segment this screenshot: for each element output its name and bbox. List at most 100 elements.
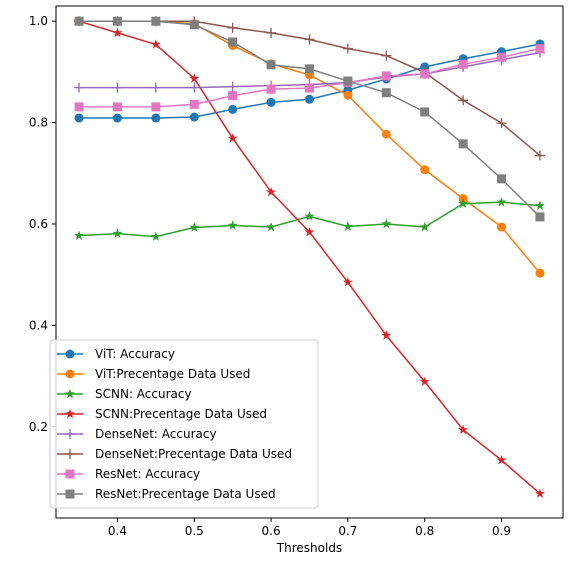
data-point [496, 455, 507, 465]
legend-item: ViT:Precentage Data Used [57, 367, 250, 381]
data-point [228, 91, 238, 101]
data-point [534, 150, 545, 161]
data-point [151, 16, 161, 26]
data-point [112, 16, 122, 26]
data-point [458, 198, 469, 208]
legend-item: ResNet:Precentage Data Used [57, 487, 276, 501]
legend-marker [65, 429, 75, 439]
data-point [343, 90, 353, 100]
y-tick-label: 0.2 [29, 420, 48, 434]
legend-label: ResNet: Accuracy [95, 467, 200, 481]
data-point [535, 212, 545, 222]
legend-label: DenseNet: Accuracy [95, 427, 217, 441]
data-point [535, 488, 545, 498]
data-point [228, 104, 238, 114]
x-axis-label: Thresholds [276, 541, 342, 555]
legend-marker [65, 469, 75, 479]
legend-item: ResNet: Accuracy [57, 467, 200, 481]
data-point [227, 220, 238, 230]
data-point [305, 64, 314, 74]
legend-label: DenseNet:Precentage Data Used [95, 447, 292, 461]
data-point [112, 102, 122, 112]
series-layer [74, 16, 545, 498]
legend-item: SCNN: Accuracy [57, 387, 192, 401]
data-point [227, 22, 238, 33]
data-point [112, 113, 122, 123]
data-point [496, 118, 507, 129]
y-tick-label: 0.8 [29, 116, 48, 130]
data-point [381, 218, 392, 229]
data-point [74, 82, 85, 93]
data-point [381, 129, 391, 139]
data-point [496, 196, 507, 207]
data-point [189, 222, 200, 232]
axes-layer: 0.4 0.5 0.6 0.7 0.8 0.9 0.2 0.4 0.6 0.8 1.0 Thresho… [29, 5, 564, 555]
y-tick-label: 0.6 [29, 217, 48, 231]
series-vit-precentage-data-used [74, 16, 545, 278]
legend-marker [65, 369, 75, 379]
legend-marker [65, 489, 75, 499]
x-tick-label: 0.6 [262, 524, 281, 538]
legend-item: SCNN:Precentage Data Used [57, 407, 267, 421]
legend-box [49, 339, 319, 509]
data-point [266, 84, 276, 94]
y-tick-label: 1.0 [29, 14, 48, 28]
data-point [420, 62, 430, 72]
data-point [419, 221, 430, 232]
data-point [342, 221, 353, 231]
data-point [458, 424, 469, 434]
data-point [458, 59, 468, 69]
data-point [458, 139, 468, 149]
legend-label: ViT:Precentage Data Used [95, 367, 250, 381]
data-point [497, 222, 507, 232]
legend-item: DenseNet: Accuracy [57, 427, 217, 441]
data-point [304, 211, 315, 221]
data-point [535, 44, 545, 54]
legend-item: ViT: Accuracy [57, 347, 175, 361]
x-tick-label: 0.4 [108, 524, 127, 538]
legend: ViT: Accuracy ViT:Precentage Data Used SCN… [49, 339, 319, 509]
data-point [112, 228, 123, 238]
data-point [266, 221, 277, 232]
legend-marker [65, 388, 75, 399]
legend-marker [65, 449, 75, 459]
x-tick-label: 0.5 [185, 524, 204, 538]
data-point [266, 186, 277, 197]
data-point [458, 95, 469, 106]
data-point [381, 50, 392, 61]
legend-item: DenseNet:Precentage Data Used [57, 447, 292, 461]
data-point [342, 43, 353, 54]
data-point [420, 107, 430, 117]
data-point [227, 133, 238, 143]
y-tick-label: 0.4 [29, 318, 48, 332]
data-point [189, 112, 199, 122]
legend-marker [65, 408, 75, 419]
data-point [227, 81, 238, 92]
data-point [151, 102, 161, 112]
data-point [342, 277, 353, 287]
data-point [304, 34, 315, 45]
data-point [112, 82, 123, 93]
x-tick-label: 0.9 [492, 524, 511, 538]
data-point [74, 102, 84, 112]
plot-frame [55, 5, 564, 519]
data-point [304, 226, 315, 237]
data-point [266, 60, 276, 70]
data-point [74, 230, 84, 240]
x-tick-label: 0.7 [338, 524, 357, 538]
data-point [420, 69, 430, 79]
data-point [228, 37, 238, 47]
data-point [189, 20, 199, 30]
legend-marker [65, 349, 75, 359]
data-point [74, 16, 84, 26]
data-point [189, 82, 200, 93]
legend-label: SCNN: Accuracy [95, 387, 192, 401]
legend-label: ResNet:Precentage Data Used [95, 487, 276, 501]
data-point [420, 165, 430, 175]
data-point [189, 73, 200, 83]
data-point [112, 27, 123, 38]
data-point [74, 113, 84, 123]
data-point [266, 97, 276, 107]
